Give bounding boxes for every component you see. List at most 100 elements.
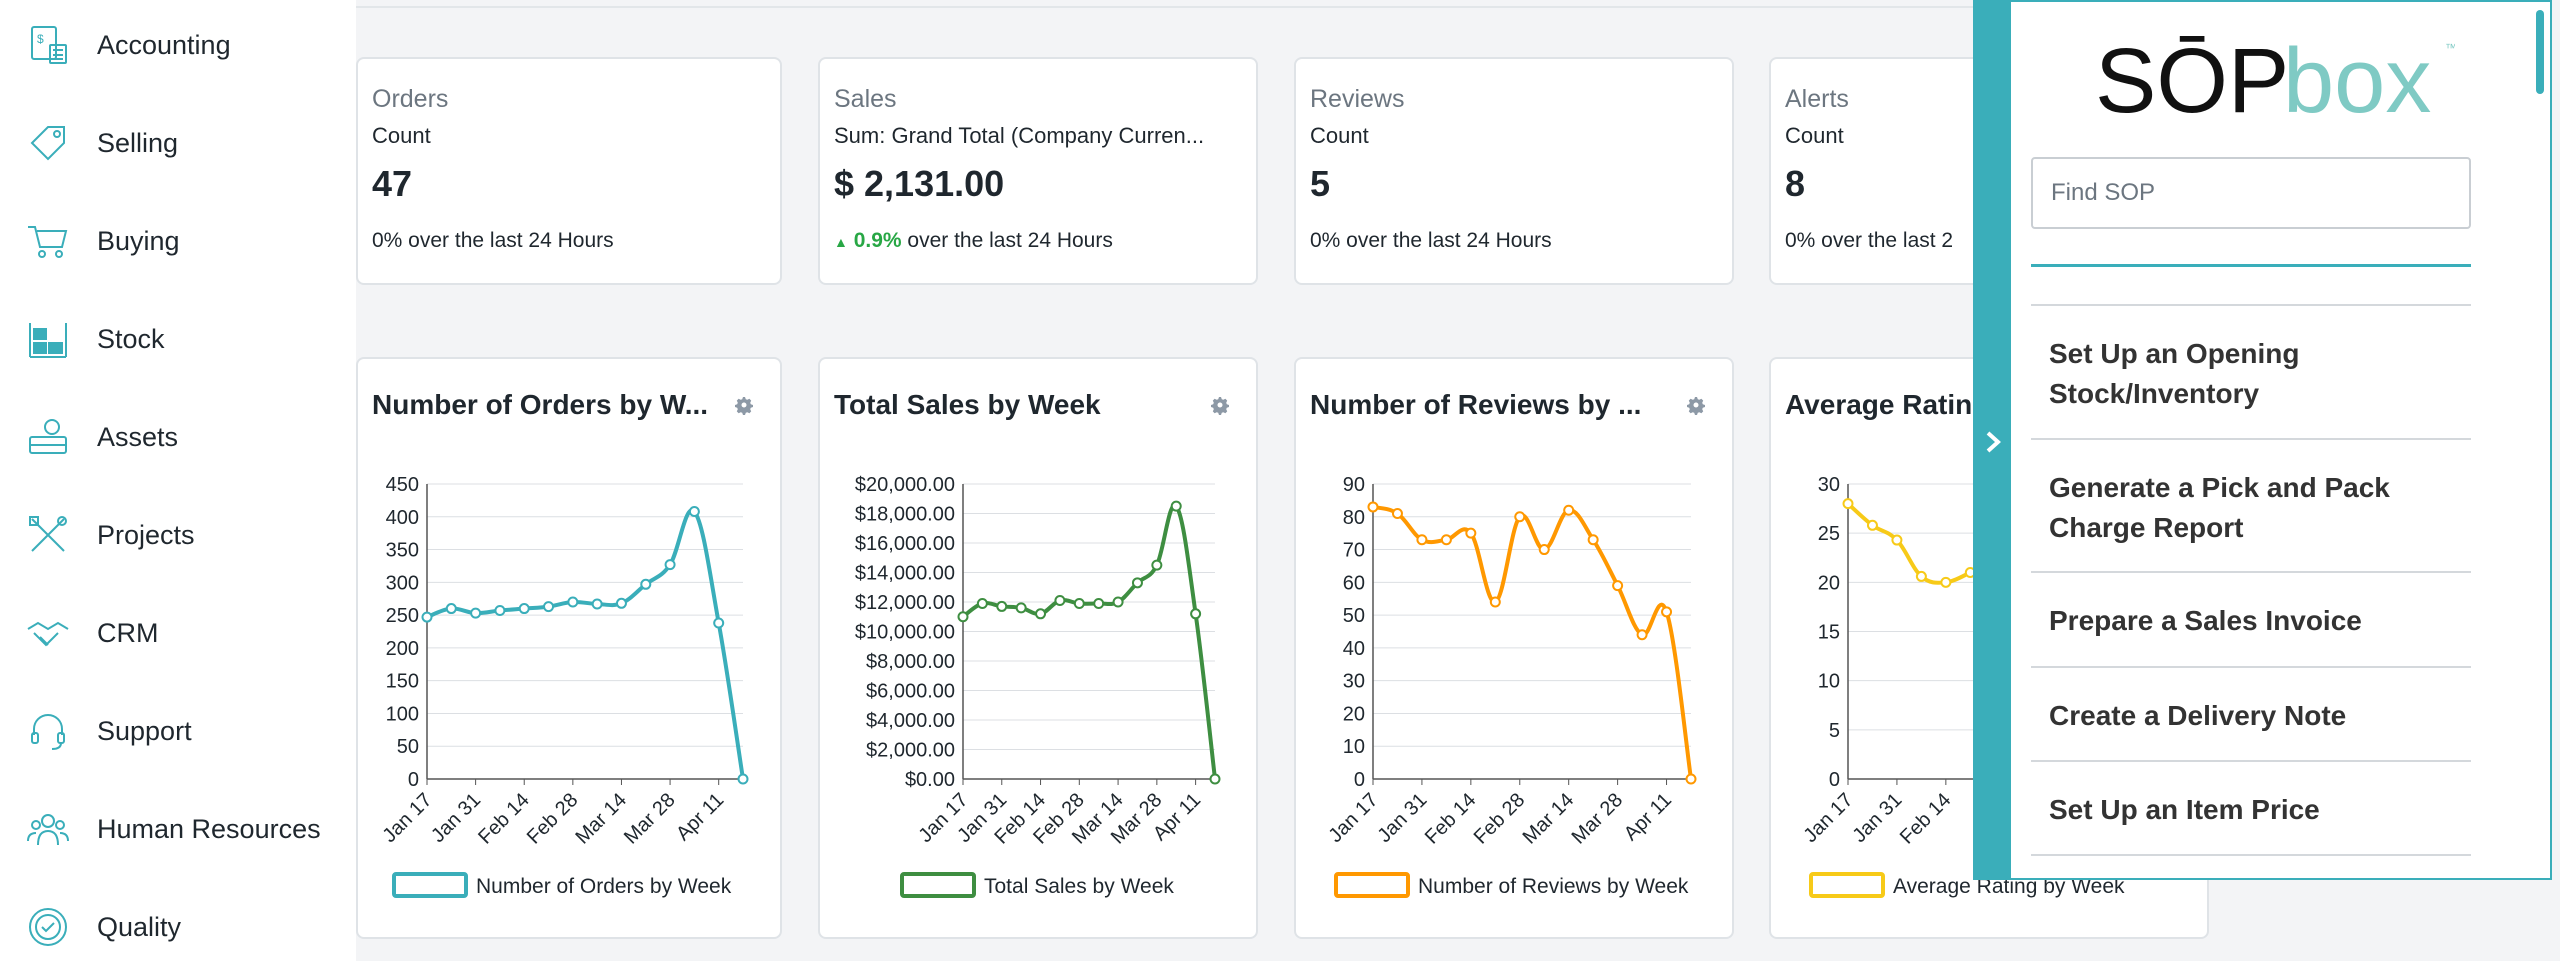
- data-point: [1112, 596, 1124, 608]
- y-tick-label: 200: [386, 638, 419, 660]
- y-tick-label: 400: [386, 507, 419, 529]
- y-tick-label: 300: [386, 572, 419, 594]
- y-tick-label: 450: [386, 474, 419, 496]
- x-tick-label: Mar 28: [620, 789, 680, 849]
- card-value: 47: [372, 163, 413, 204]
- top-divider: [356, 0, 1976, 8]
- data-point: [1685, 773, 1697, 785]
- sidebar-item-crm[interactable]: CRM: [0, 603, 356, 663]
- data-point: [1465, 527, 1477, 539]
- y-tick-label: 50: [397, 736, 419, 758]
- sidebar: $ Accounting Selling Buying Stock Assets…: [0, 0, 356, 961]
- x-tick-label: Jan 17: [1800, 789, 1858, 847]
- sidebar-item-accounting[interactable]: $ Accounting: [0, 15, 356, 75]
- sidebar-item-quality[interactable]: Quality: [0, 897, 356, 957]
- x-tick-label: Feb 28: [1470, 789, 1530, 849]
- y-tick-label: 0: [1354, 769, 1365, 791]
- y-tick-label: 50: [1343, 605, 1365, 627]
- chevron-right-icon[interactable]: [1981, 427, 2005, 457]
- data-point: [1054, 595, 1066, 607]
- data-point: [1489, 596, 1501, 608]
- sidebar-item-stock[interactable]: Stock: [0, 309, 356, 369]
- data-point: [957, 611, 969, 623]
- legend-label: Average Rating by Week: [1893, 875, 2125, 898]
- sidebar-item-label: CRM: [97, 617, 159, 648]
- chart-svg: $0.00 $2,000.00 $4,000.00 $6,000.00 $8,000.0…: [855, 474, 1221, 898]
- stat-text: over the last 24 Hours: [901, 229, 1113, 252]
- card-value: 8: [1785, 163, 1806, 204]
- sop-item-delivery-note[interactable]: Create a Delivery Note: [2031, 666, 2471, 760]
- x-tick-label: Feb 28: [523, 789, 583, 849]
- y-tick-label: 10: [1343, 736, 1365, 758]
- gear-icon[interactable]: [1684, 393, 1708, 417]
- data-point: [591, 598, 603, 610]
- sop-collapse-strip[interactable]: [1975, 2, 2011, 878]
- sop-search-underline: [2031, 264, 2471, 267]
- divider: [2031, 854, 2471, 856]
- number-card-reviews[interactable]: Reviews Count 5 0% over the last 24 Hour…: [1294, 57, 1734, 285]
- sop-item-opening-stock[interactable]: Set Up an Opening Stock/Inventory: [2031, 304, 2471, 438]
- card-title: Sales: [834, 85, 897, 113]
- sidebar-item-buying[interactable]: Buying: [0, 211, 356, 271]
- sop-item-item-price[interactable]: Set Up an Item Price: [2031, 760, 2471, 854]
- sidebar-item-label: Quality: [97, 911, 182, 942]
- series-line: [426, 508, 745, 780]
- data-point: [713, 617, 725, 629]
- y-tick-label: 10: [1818, 671, 1840, 693]
- data-point: [470, 607, 482, 619]
- sop-item-pick-pack-report[interactable]: Generate a Pick and Pack Charge Report: [2031, 438, 2471, 571]
- sidebar-item-human-resources[interactable]: Human Resources: [0, 799, 356, 859]
- sidebar-item-support[interactable]: Support: [0, 701, 356, 761]
- sop-scrollbar[interactable]: [2536, 10, 2544, 94]
- logo-text-sop: SŌP: [2095, 32, 2289, 122]
- sop-search-input[interactable]: [2031, 157, 2471, 229]
- card-stat: ▲ 0.9% over the last 24 Hours: [834, 229, 1113, 253]
- y-tick-label: 60: [1343, 572, 1365, 594]
- sidebar-item-label: Support: [97, 715, 192, 746]
- data-point: [1209, 773, 1221, 785]
- y-tick-label: $14,000.00: [855, 563, 955, 585]
- gear-icon[interactable]: [1208, 393, 1232, 417]
- legend-swatch: [1334, 872, 1410, 898]
- data-point: [1866, 519, 1878, 531]
- sidebar-item-projects[interactable]: Projects: [0, 505, 356, 565]
- y-tick-label: 100: [386, 703, 419, 725]
- chart-title: Total Sales by Week: [834, 389, 1101, 420]
- y-tick-label: 70: [1343, 540, 1365, 562]
- number-card-sales[interactable]: Sales Sum: Grand Total (Company Curren..…: [818, 57, 1258, 285]
- y-tick-label: 30: [1818, 474, 1840, 496]
- sidebar-item-selling[interactable]: Selling: [0, 113, 356, 173]
- data-point: [1514, 511, 1526, 523]
- card-title: Alerts: [1785, 85, 1849, 113]
- data-point: [421, 611, 433, 623]
- sop-item-sales-invoice[interactable]: Prepare a Sales Invoice: [2031, 571, 2471, 666]
- y-tick-label: $12,000.00: [855, 592, 955, 614]
- x-tick-label: Jan 31: [1373, 789, 1431, 847]
- accounting-icon: $: [26, 23, 70, 67]
- sidebar-item-assets[interactable]: Assets: [0, 407, 356, 467]
- legend-swatch: [1809, 872, 1885, 898]
- y-tick-label: 0: [1829, 769, 1840, 791]
- logo-text-box: box: [2283, 32, 2431, 122]
- number-card-orders[interactable]: Orders Count 47 0% over the last 24 Hour…: [356, 57, 782, 285]
- x-tick-label: Feb 14: [474, 789, 534, 849]
- projects-icon: [26, 513, 70, 557]
- x-tick-label: Jan 17: [379, 789, 437, 847]
- svg-text:$: $: [37, 32, 44, 46]
- series-line: [961, 503, 1217, 780]
- data-point: [1612, 580, 1624, 592]
- data-point: [640, 578, 652, 590]
- data-point: [1391, 508, 1403, 519]
- sidebar-item-label: Accounting: [97, 29, 231, 60]
- data-point: [494, 605, 506, 617]
- chart-card-orders: Number of Orders by W... 0 50 100 150 200 250…: [356, 357, 782, 939]
- quality-badge-icon: [26, 905, 70, 949]
- data-point: [1563, 504, 1575, 516]
- y-tick-label: 250: [386, 605, 419, 627]
- data-point: [664, 559, 676, 571]
- chart-title: Average Ratin: [1785, 389, 1973, 420]
- x-tick-label: Jan 31: [427, 789, 485, 847]
- data-point: [1842, 498, 1854, 510]
- gear-icon[interactable]: [732, 393, 756, 417]
- series-line: [1372, 504, 1693, 780]
